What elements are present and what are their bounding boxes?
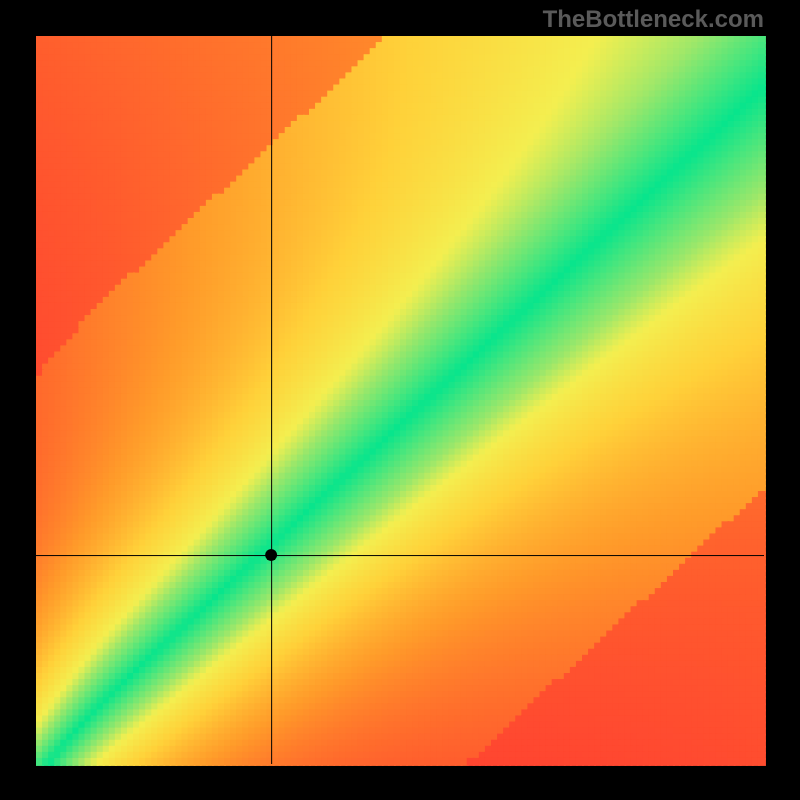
- chart-container: TheBottleneck.com: [0, 0, 800, 800]
- bottleneck-heatmap: [0, 0, 800, 800]
- watermark-text: TheBottleneck.com: [543, 6, 764, 34]
